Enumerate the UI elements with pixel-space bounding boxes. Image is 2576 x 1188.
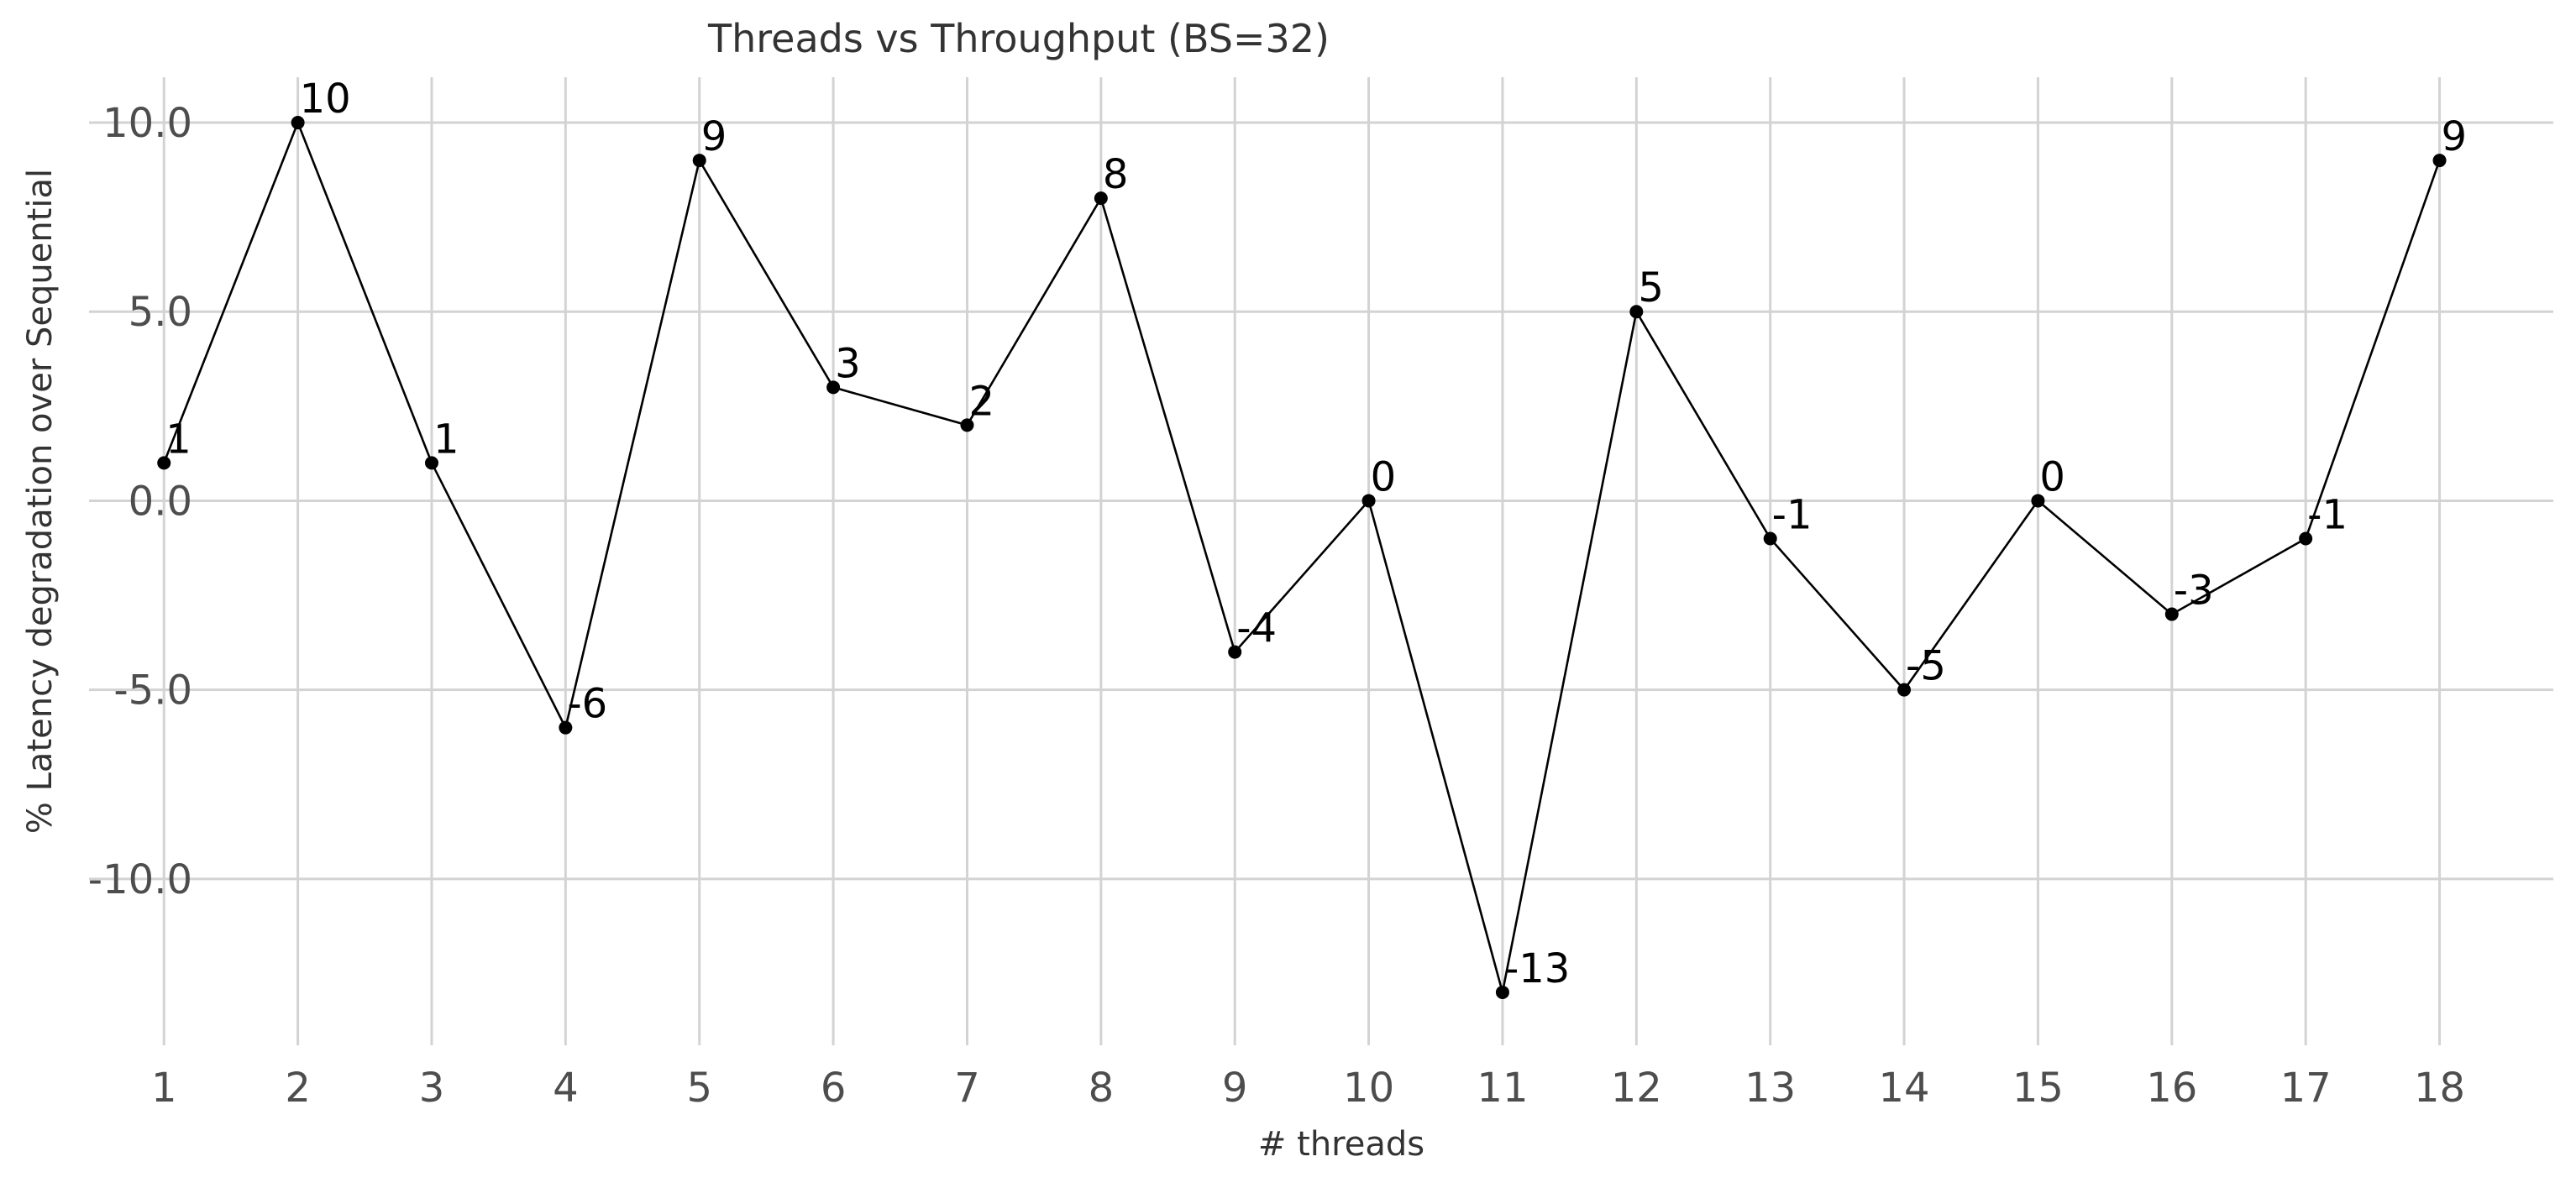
data-label: -3 (2174, 568, 2214, 615)
data-point (1897, 683, 1912, 697)
data-labels: 1 10 1 -6 9 3 2 8 -4 0 -13 5 -1 -5 0 -3 -1 9 (165, 76, 2467, 992)
x-tick-label: 14 (1879, 1065, 1930, 1112)
y-gridlines (89, 121, 2553, 881)
data-point (291, 116, 305, 130)
x-tick-label: 15 (2012, 1065, 2064, 1112)
y-tick-label: 10.0 (102, 100, 192, 147)
y-tick-label: -10.0 (88, 856, 192, 903)
x-axis-title: # threads (1258, 1125, 1424, 1164)
data-point (424, 456, 438, 470)
x-tick-label: 4 (553, 1065, 579, 1112)
x-gridlines (162, 77, 2442, 1045)
x-tick-label: 8 (1089, 1065, 1115, 1112)
data-label: 2 (968, 378, 994, 425)
data-label: 8 (1103, 151, 1129, 198)
x-tick-label: 1 (151, 1065, 177, 1112)
x-tick-label: 9 (1222, 1065, 1248, 1112)
data-label: -6 (567, 681, 607, 728)
data-label: -4 (1236, 605, 1277, 652)
data-label: 9 (701, 113, 727, 160)
x-tick-label: 11 (1477, 1065, 1528, 1112)
x-tick-label: 13 (1744, 1065, 1796, 1112)
y-tick-label: -5.0 (113, 667, 192, 714)
data-label: 5 (1638, 264, 1664, 311)
x-tick-label: 10 (1343, 1065, 1394, 1112)
data-label: 1 (433, 416, 459, 463)
data-label: 10 (300, 76, 351, 123)
data-point (2299, 531, 2313, 546)
x-tick-label: 5 (686, 1065, 712, 1112)
data-label: 0 (2039, 453, 2065, 500)
data-point (2164, 607, 2179, 621)
data-point (1228, 645, 1242, 659)
x-tick-label: 16 (2146, 1065, 2197, 1112)
data-label: -5 (1906, 643, 1946, 690)
data-label: -1 (2307, 491, 2348, 538)
data-point (960, 418, 974, 432)
y-tick-label: 5.0 (129, 289, 192, 336)
x-tick-label: 17 (2280, 1065, 2332, 1112)
data-point (157, 456, 171, 470)
data-point (559, 720, 573, 735)
data-label: 3 (835, 340, 861, 387)
data-point (1495, 985, 1509, 999)
x-tick-label: 2 (285, 1065, 311, 1112)
data-label: -13 (1504, 945, 1570, 992)
x-tick-label: 12 (1611, 1065, 1662, 1112)
data-label: 9 (2442, 113, 2468, 160)
y-axis-title: % Latency degradation over Sequential (21, 169, 60, 834)
data-label: 1 (165, 416, 191, 463)
data-point (1361, 494, 1376, 508)
x-tick-label: 6 (821, 1065, 847, 1112)
data-points (157, 116, 2447, 999)
y-tick-labels: 10.0 5.0 0.0 -5.0 -10.0 (88, 100, 192, 903)
chart-title: Threads vs Throughput (BS=32) (707, 16, 1330, 61)
series-line (162, 119, 2441, 993)
x-tick-label: 7 (954, 1065, 980, 1112)
data-point (1763, 531, 1777, 546)
y-tick-label: 0.0 (129, 478, 192, 525)
data-point (1094, 191, 1108, 206)
data-point (826, 380, 841, 395)
data-point (2031, 494, 2045, 508)
data-point (1629, 305, 1644, 319)
x-tick-label: 3 (419, 1065, 445, 1112)
data-label: 0 (1371, 453, 1397, 500)
x-tick-labels: 1 2 3 4 5 6 7 8 9 10 11 12 13 14 15 16 17 18 (151, 1065, 2465, 1112)
data-point (2432, 154, 2447, 168)
x-tick-label: 18 (2414, 1065, 2465, 1112)
series-layer (162, 119, 2441, 993)
data-point (692, 154, 706, 168)
data-label: -1 (1772, 491, 1813, 538)
